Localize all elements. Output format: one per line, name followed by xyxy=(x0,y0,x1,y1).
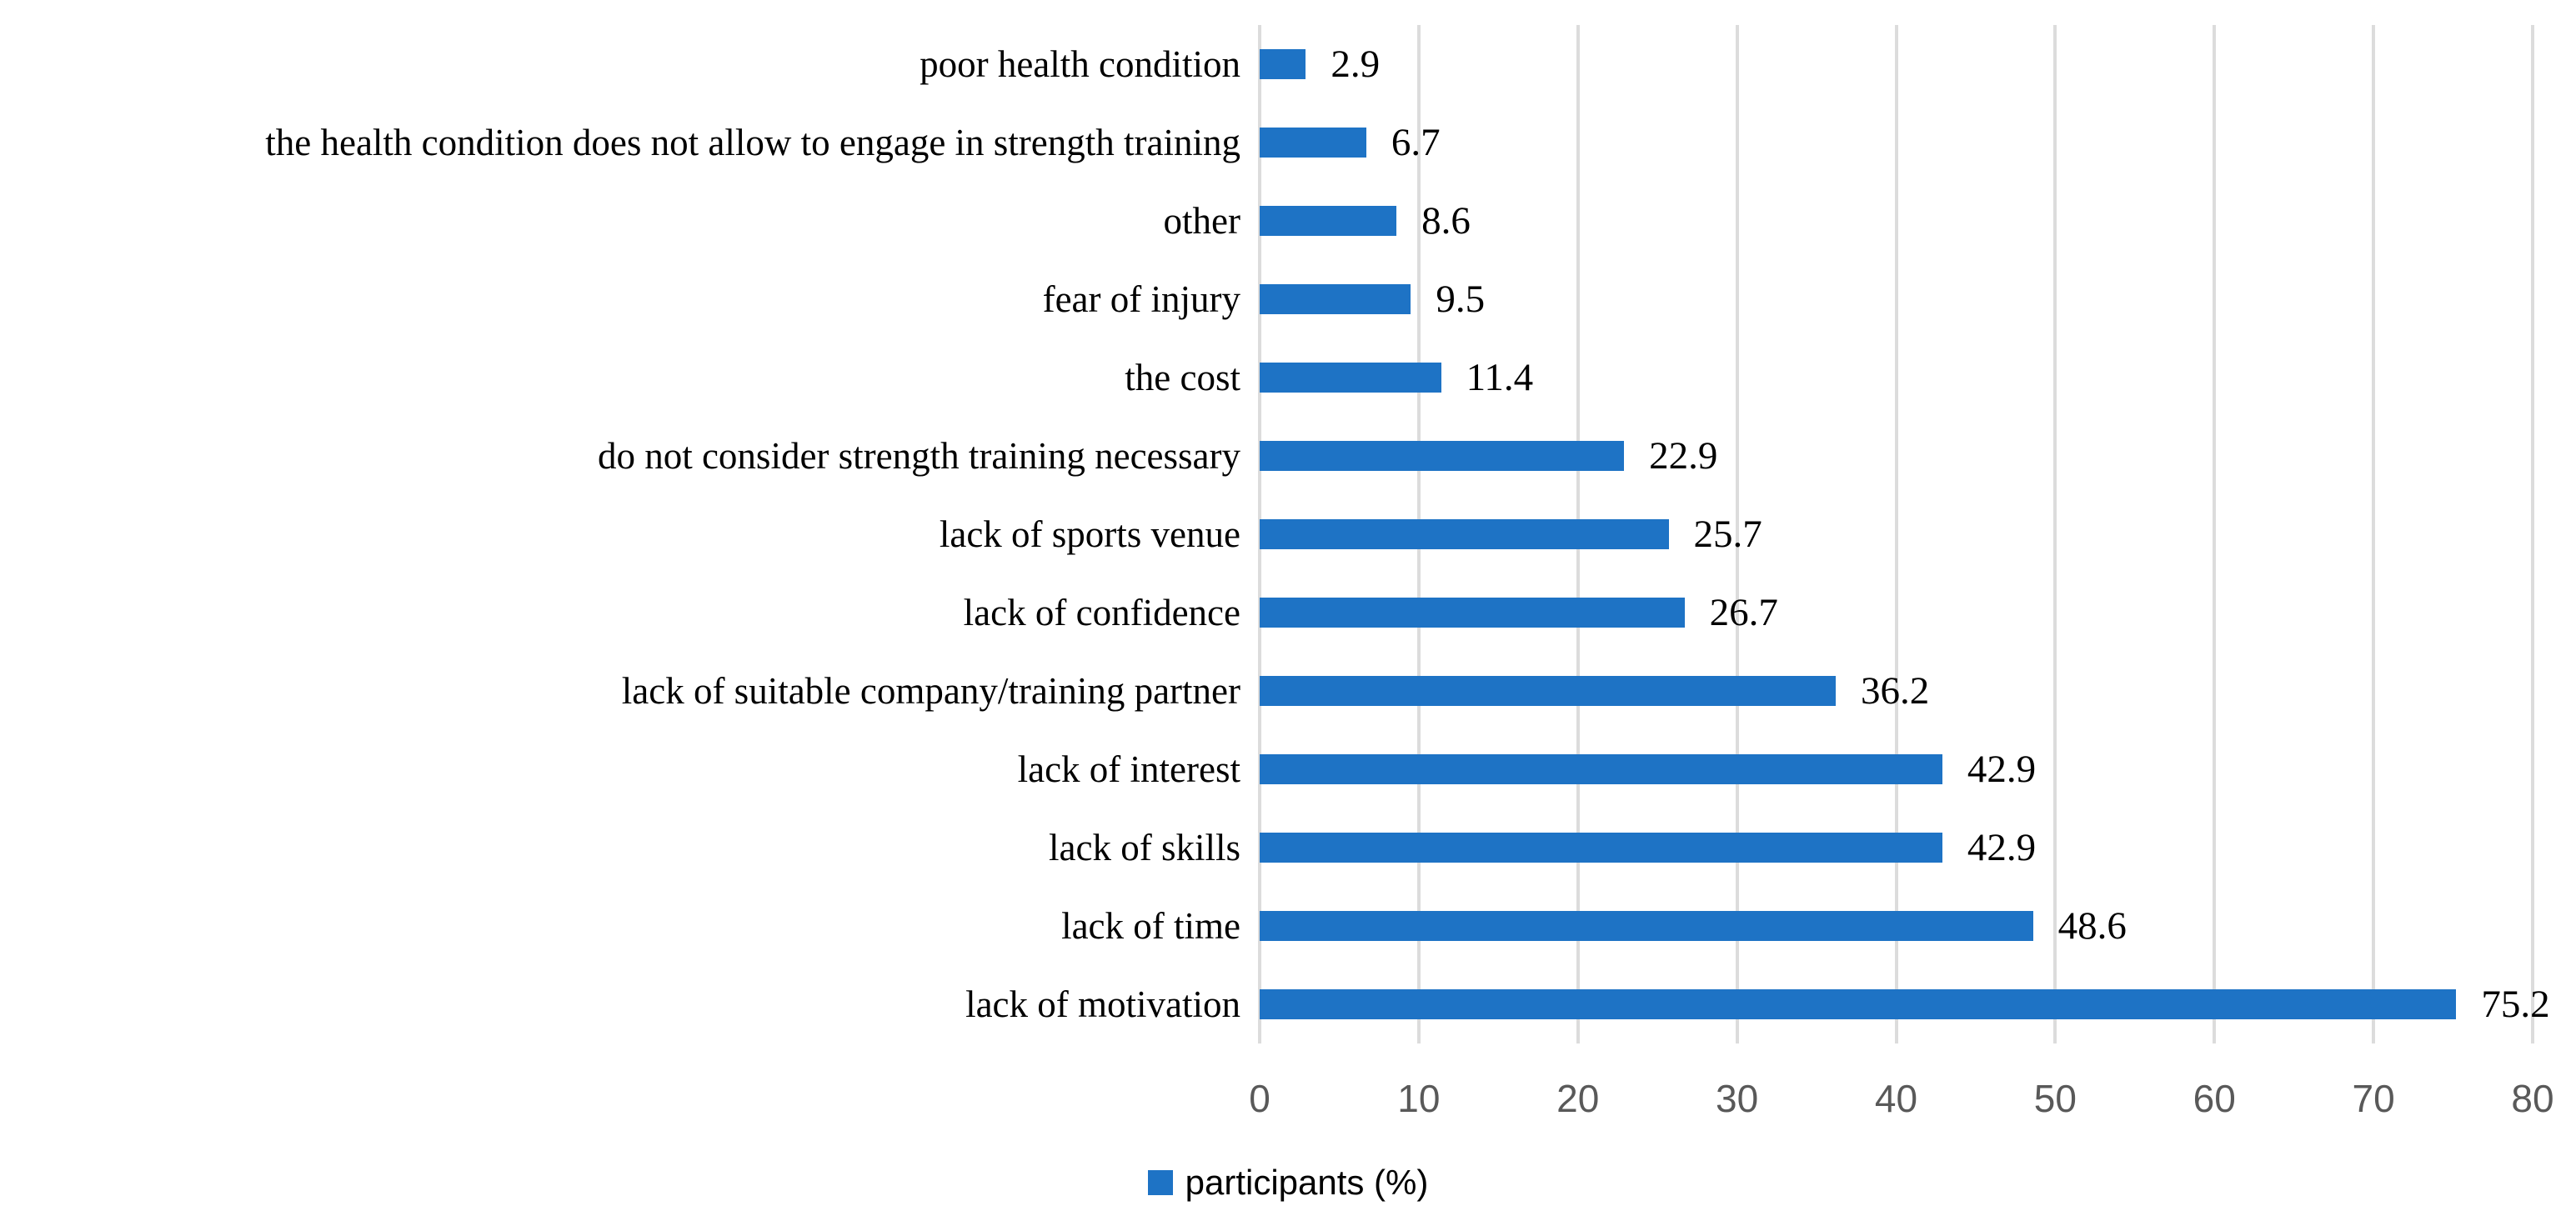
x-axis-tick-label: 50 xyxy=(2033,1077,2077,1120)
value-label: 75.2 xyxy=(2481,983,2550,1026)
x-axis-tick-label: 40 xyxy=(1874,1077,1918,1120)
value-label: 25.7 xyxy=(1693,513,1762,556)
category-label: the cost xyxy=(1125,357,1240,398)
category-label: lack of sports venue xyxy=(939,513,1240,555)
category-label: lack of skills xyxy=(1049,827,1240,868)
x-axis-tick-label: 30 xyxy=(1716,1077,1759,1120)
bar xyxy=(1260,911,2033,941)
bar xyxy=(1260,989,2457,1019)
value-label: 36.2 xyxy=(1860,669,1930,713)
bar xyxy=(1260,598,1685,628)
bar xyxy=(1260,833,1942,863)
gridline xyxy=(1894,25,1898,1043)
value-label: 42.9 xyxy=(1967,826,2037,869)
value-label: 2.9 xyxy=(1331,43,1381,86)
x-axis-tick-label: 0 xyxy=(1249,1077,1270,1120)
category-label: lack of suitable company/training partne… xyxy=(621,670,1240,712)
value-label: 48.6 xyxy=(2057,904,2127,948)
value-label: 8.6 xyxy=(1421,199,1471,243)
value-label: 22.9 xyxy=(1649,434,1718,478)
category-label: do not consider strength training necess… xyxy=(597,435,1240,477)
gridline xyxy=(2213,25,2217,1043)
x-axis-tick-label: 60 xyxy=(2193,1077,2236,1120)
x-axis-tick-label: 80 xyxy=(2511,1077,2554,1120)
category-label: the health condition does not allow to e… xyxy=(265,122,1240,163)
value-label: 11.4 xyxy=(1466,356,1534,399)
bar xyxy=(1260,49,1306,79)
x-axis-tick-label: 70 xyxy=(2352,1077,2395,1120)
category-label: lack of interest xyxy=(1017,748,1240,790)
gridline xyxy=(2053,25,2057,1043)
bar xyxy=(1260,676,1836,706)
bar xyxy=(1260,441,1625,471)
gridline xyxy=(2531,25,2534,1043)
legend-swatch xyxy=(1147,1170,1173,1195)
value-label: 6.7 xyxy=(1391,121,1441,164)
gridline xyxy=(2372,25,2376,1043)
legend: participants (%) xyxy=(0,1160,2576,1205)
value-label: 26.7 xyxy=(1709,591,1778,634)
legend-label: participants (%) xyxy=(1185,1163,1429,1202)
category-label: other xyxy=(1163,200,1240,242)
bar xyxy=(1260,754,1942,784)
category-label: poor health condition xyxy=(920,43,1240,85)
x-axis-tick-label: 10 xyxy=(1397,1077,1441,1120)
category-label: lack of confidence xyxy=(963,592,1240,633)
bar xyxy=(1260,128,1366,158)
value-label: 42.9 xyxy=(1967,748,2037,791)
value-label: 9.5 xyxy=(1436,278,1486,321)
category-label: lack of motivation xyxy=(965,983,1240,1025)
bar xyxy=(1260,519,1669,549)
category-label: lack of time xyxy=(1061,905,1240,947)
bar xyxy=(1260,206,1397,236)
bar xyxy=(1260,284,1411,314)
bar xyxy=(1260,363,1441,393)
x-axis-tick-label: 20 xyxy=(1556,1077,1600,1120)
gridline xyxy=(1735,25,1739,1043)
category-label: fear of injury xyxy=(1042,278,1240,320)
